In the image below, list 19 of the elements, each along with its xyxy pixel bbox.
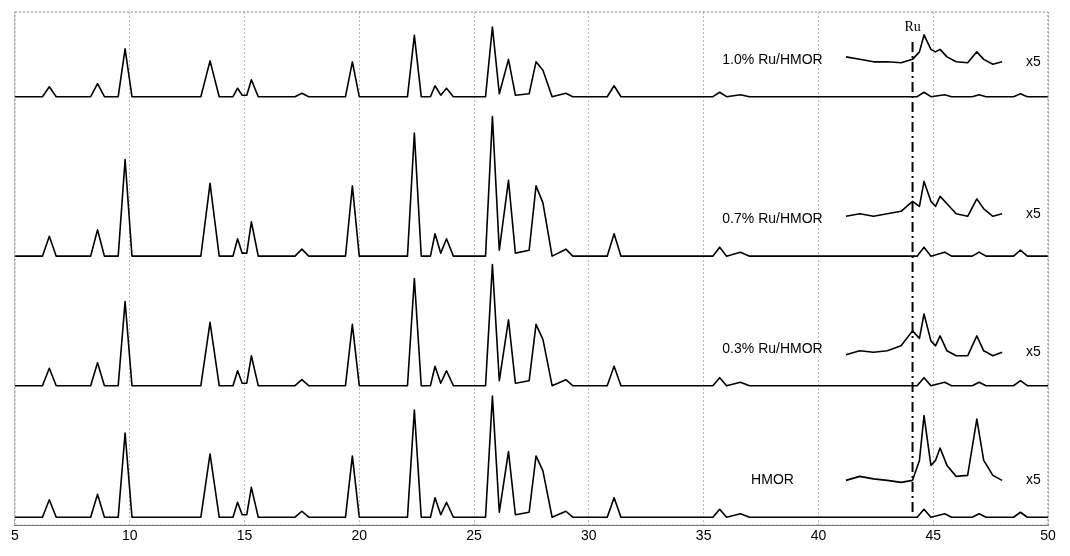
- x-tick-label: 15: [236, 527, 253, 544]
- text: HMOR: [751, 471, 794, 488]
- x-tick-label: 40: [810, 527, 827, 544]
- x-tick-label: 30: [581, 527, 597, 544]
- x-tick-label: 5: [10, 527, 19, 544]
- annotation: x5: [1026, 52, 1041, 69]
- x-tick-label: 20: [351, 527, 368, 544]
- x-tick-label: 45: [925, 527, 942, 544]
- annotation: x5: [1026, 471, 1041, 488]
- series-label: 0.7% Ru/HMOR: [722, 210, 823, 226]
- x-tick-label: 50: [1040, 527, 1056, 544]
- series-label: 1.0% Ru/HMOR: [722, 50, 823, 67]
- annotation: x5: [1026, 204, 1041, 221]
- x-tick-label: 10: [121, 527, 138, 544]
- series-label: 0.3% Ru/HMOR: [722, 339, 823, 356]
- x-tick-label: 35: [695, 527, 712, 544]
- x-tick-label: 25: [466, 527, 483, 544]
- ref-line-label: Ru: [904, 18, 921, 34]
- annotation: x5: [1026, 343, 1041, 360]
